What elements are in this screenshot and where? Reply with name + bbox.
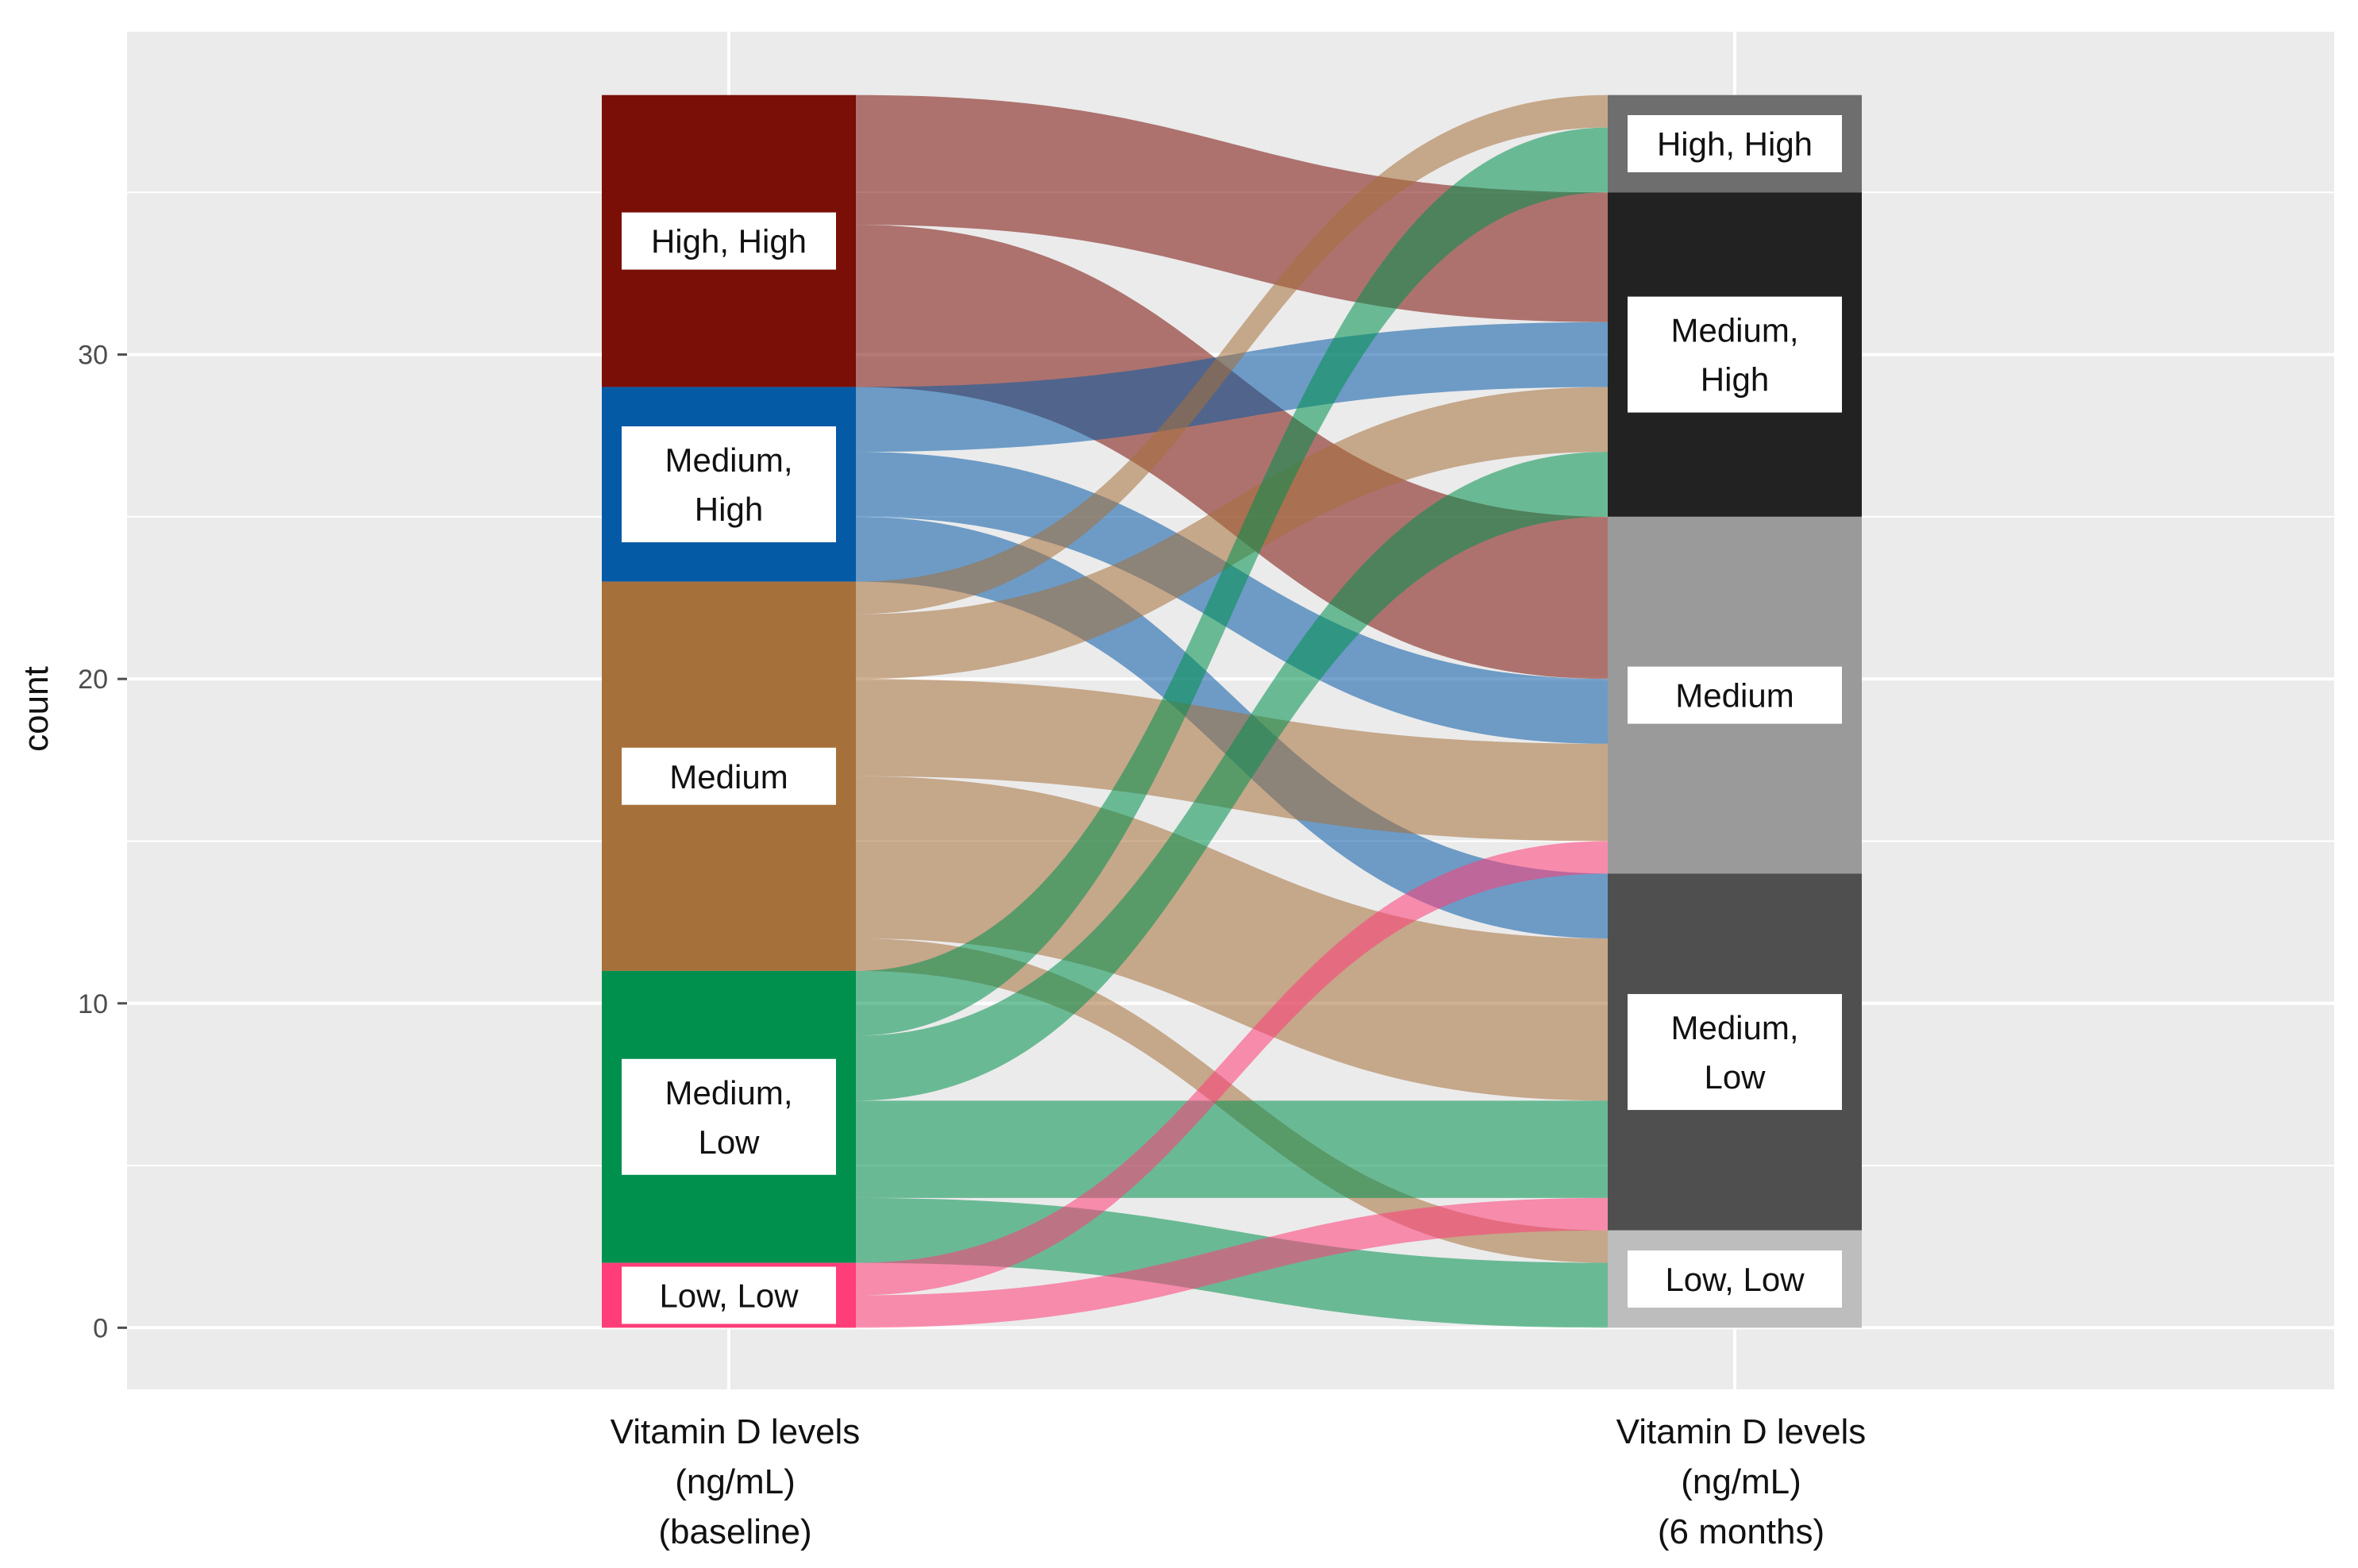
six-months-stratum-label-box xyxy=(1628,1250,1842,1308)
flow-low-low-to-medium xyxy=(856,841,1608,1296)
y-axis-label: count xyxy=(17,666,56,752)
six-months-stratum-label: High, High xyxy=(1657,125,1813,163)
six-months-stratum-label: Medium xyxy=(1675,677,1794,715)
flow-medium-high-to-medium-high xyxy=(856,322,1608,453)
flow-low-low-to-medium-low xyxy=(856,1197,1608,1328)
flow-medium-to-high-high xyxy=(856,94,1608,614)
six-months-stratum-label: Medium, High xyxy=(1670,312,1798,399)
six-months-stratum-label-box xyxy=(1628,994,1842,1111)
x-axis-label-baseline: Vitamin D levels (ng/mL) (baseline) xyxy=(611,1412,861,1551)
flow-medium-low-to-medium-high xyxy=(856,452,1608,1101)
strata-layer: High, High Medium, High Medium Medium, Low Low… xyxy=(602,94,1862,1328)
y-tick-label: 20 xyxy=(78,665,108,695)
flow-medium-low-to-medium-low xyxy=(856,1100,1608,1198)
x-axis-label-six-months: Vitamin D levels (ng/mL) (6 months) xyxy=(1616,1412,1867,1551)
six-months-stratum-label: Medium, Low xyxy=(1670,1009,1798,1096)
baseline-stratum-label: Medium, High xyxy=(665,441,792,528)
six-months-stratum-label-box xyxy=(1628,666,1842,724)
six-months-stratum-label-box xyxy=(1628,296,1842,413)
flow-medium-to-medium-high xyxy=(856,387,1608,680)
flows-layer xyxy=(856,94,1608,1328)
y-axis: 0 10 20 30 xyxy=(78,341,127,1343)
six-months-stratum-label: Low, Low xyxy=(1665,1261,1805,1298)
x-axis-labels: Vitamin D levels (ng/mL) (baseline) Vitamin… xyxy=(611,1412,1867,1551)
baseline-stratum-label-box xyxy=(622,747,836,805)
baseline-stratum-label: Medium xyxy=(669,758,788,796)
baseline-stratum-label-box xyxy=(622,212,836,270)
y-tick-label: 0 xyxy=(93,1313,108,1343)
baseline-stratum-label-box xyxy=(622,1058,836,1175)
six-months-stratum-label-box xyxy=(1628,115,1842,173)
baseline-stratum-label-box xyxy=(622,1266,836,1324)
flow-medium-to-medium-low xyxy=(856,776,1608,1101)
y-tick-label: 10 xyxy=(78,989,108,1019)
baseline-stratum-label: High, High xyxy=(651,223,807,260)
baseline-stratum-label-box xyxy=(622,426,836,543)
baseline-stratum-label: Low, Low xyxy=(659,1277,799,1315)
flow-medium-low-to-high-high xyxy=(856,127,1608,1036)
baseline-stratum-label: Medium, Low xyxy=(665,1074,792,1161)
y-tick-label: 30 xyxy=(78,341,108,371)
